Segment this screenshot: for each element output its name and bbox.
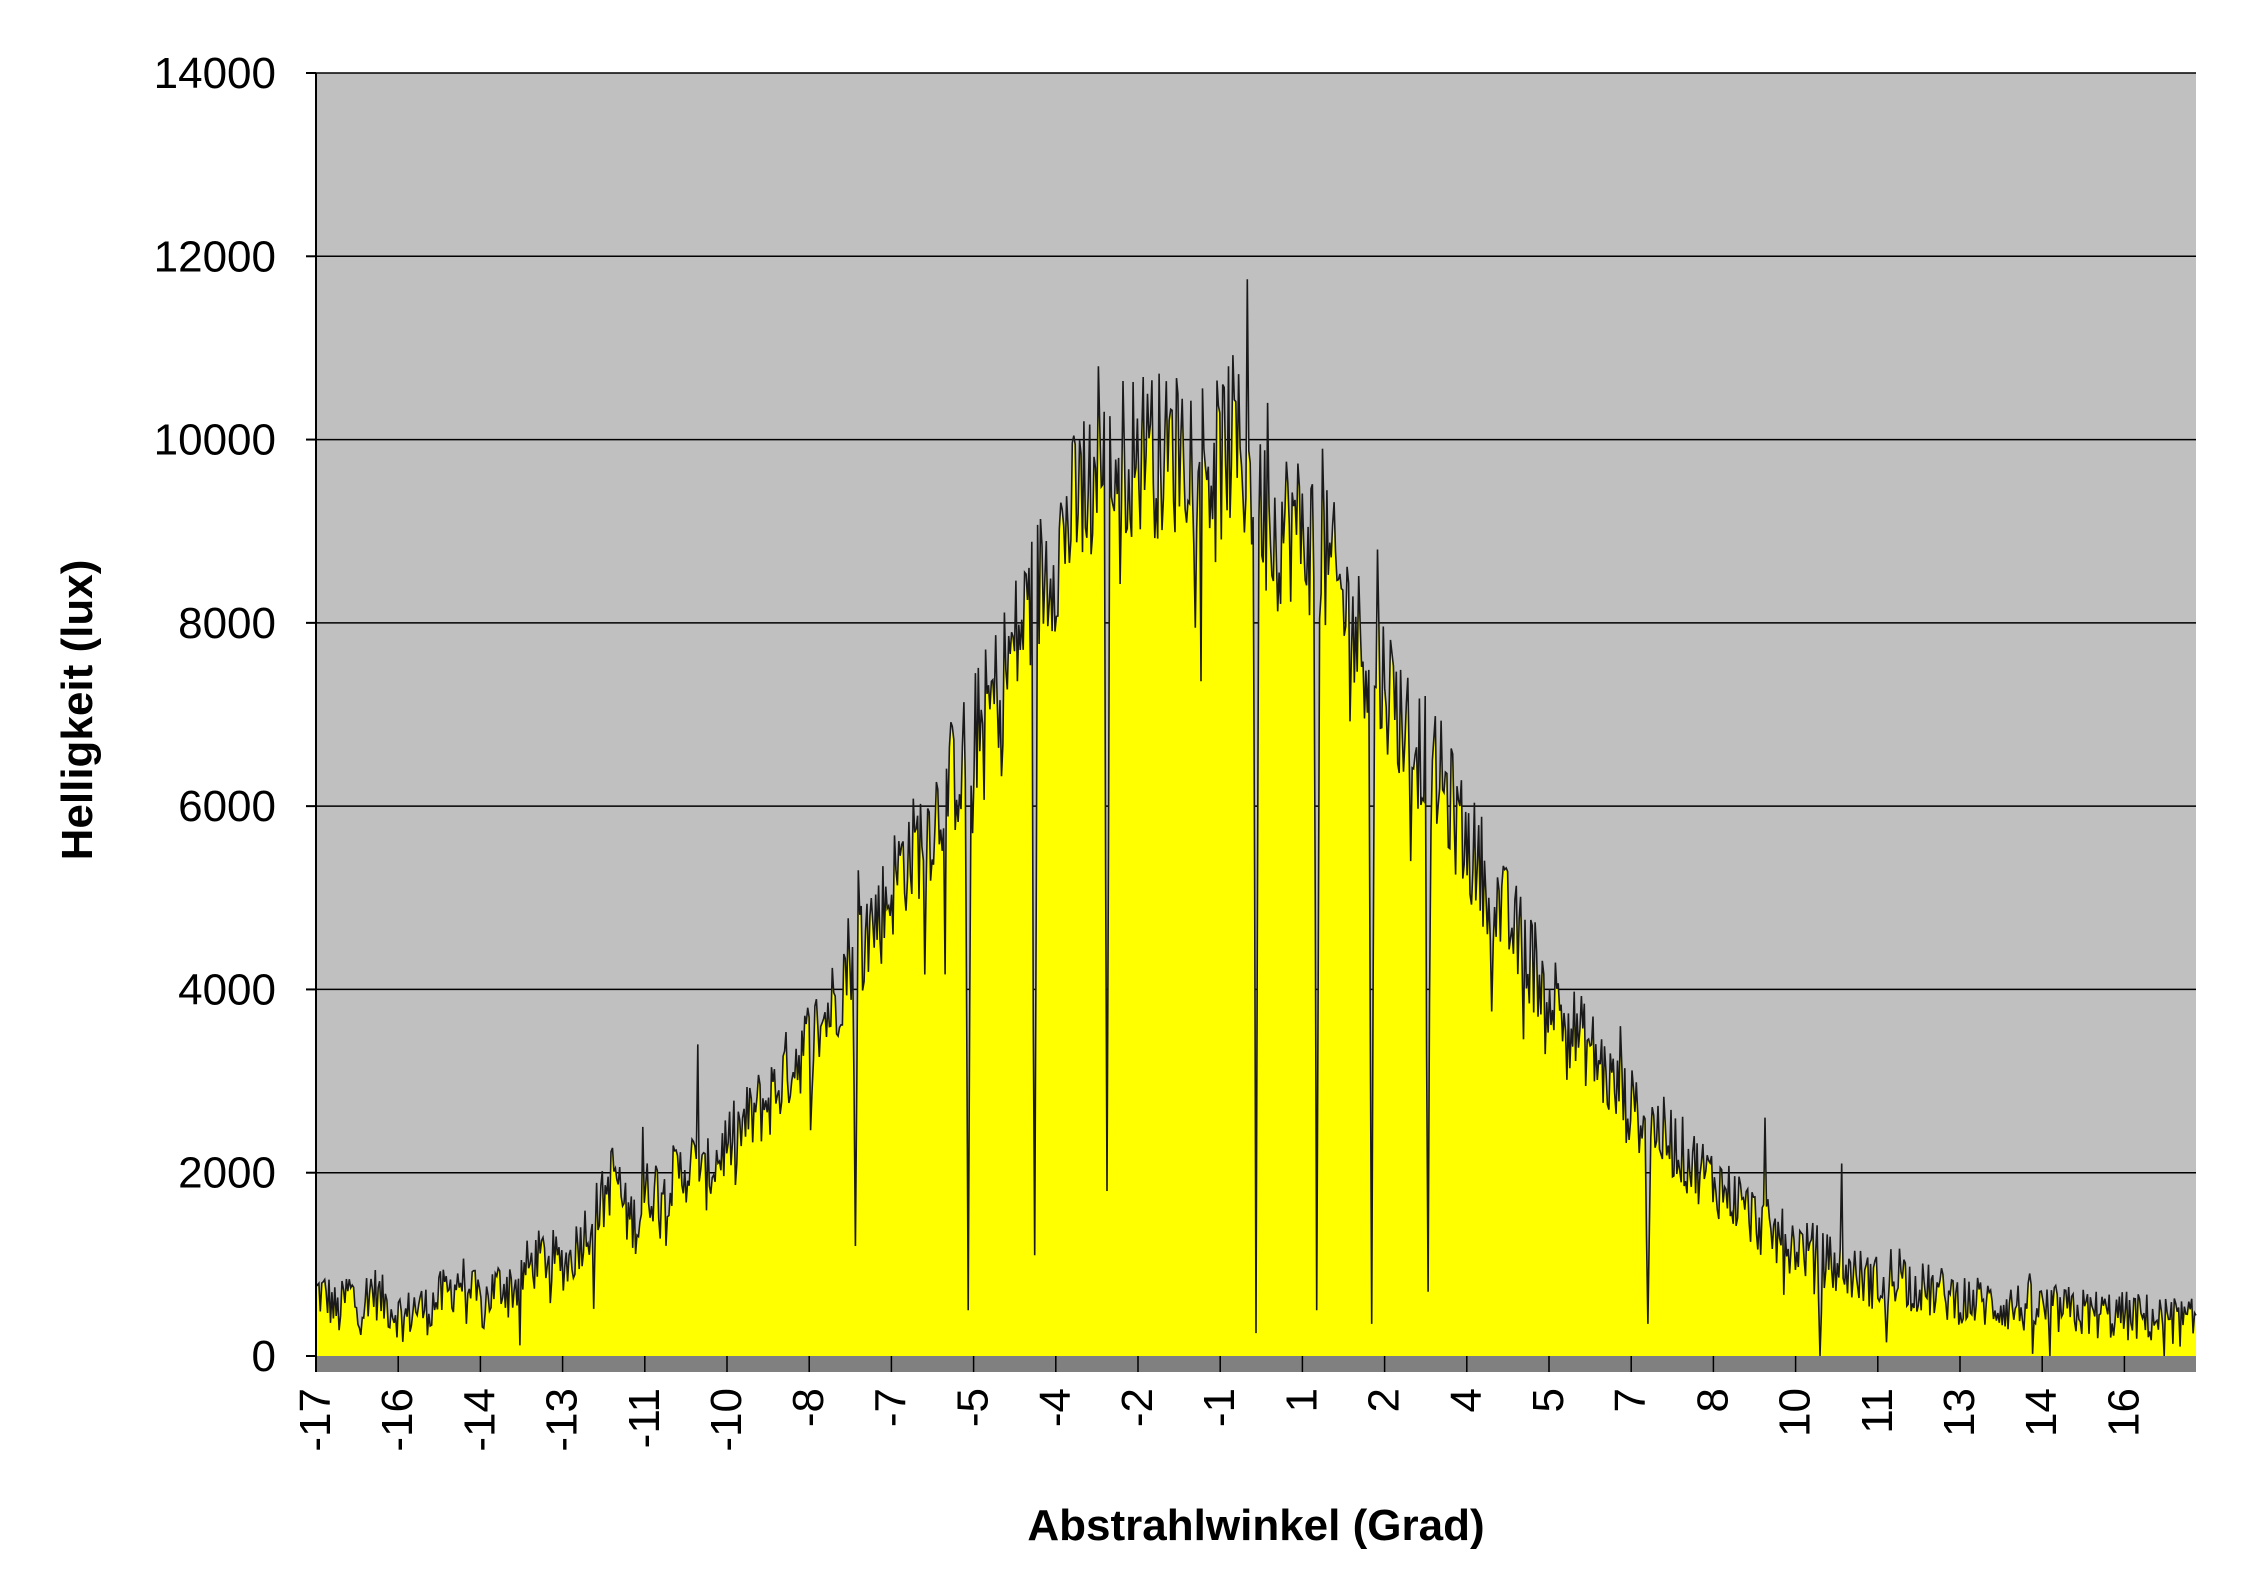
x-tick-label: 2 (1360, 1388, 1409, 1412)
x-axis-title: Abstrahlwinkel (Grad) (1027, 1501, 1484, 1550)
x-tick-label: -16 (373, 1388, 422, 1452)
brightness-area (316, 279, 2196, 1357)
x-tick-label: 11 (1853, 1388, 1902, 1434)
y-tick-label: 12000 (154, 232, 276, 281)
x-tick-label: -17 (291, 1388, 340, 1452)
y-tick-label: 2000 (178, 1149, 276, 1198)
y-tick-label: 0 (252, 1332, 276, 1381)
x-tick-label: -7 (866, 1388, 915, 1427)
y-tick-label: 6000 (178, 782, 276, 831)
x-tick-label: 10 (1771, 1388, 1820, 1437)
y-tick-label: 10000 (154, 416, 276, 465)
y-tick-label: 4000 (178, 965, 276, 1014)
x-tick-label: -5 (949, 1388, 998, 1427)
x-tick-label: 4 (1442, 1388, 1491, 1412)
plot-floor (316, 1356, 2196, 1372)
x-tick-label: -8 (784, 1388, 833, 1427)
x-tick-label: 5 (1524, 1388, 1573, 1412)
x-axis-ticks: -17 -16 -14 -13 -11 -10 -8 -7 -5 -4 -2 -1 1 2 4 5 7 8 10 11… (291, 1356, 2148, 1452)
x-tick-label: -10 (702, 1388, 751, 1452)
x-tick-label: -14 (455, 1388, 504, 1452)
gridlines (316, 72, 2196, 1174)
x-tick-label: -1 (1195, 1388, 1244, 1427)
x-tick-label: 1 (1277, 1388, 1326, 1412)
y-axis-ticks: 0 2000 4000 6000 8000 10000 12000 14000 (154, 49, 316, 1381)
brightness-line (315, 279, 2197, 1357)
x-tick-label: -2 (1113, 1388, 1162, 1427)
x-tick-label: 8 (1688, 1388, 1737, 1412)
x-tick-label: -4 (1031, 1388, 1080, 1427)
x-tick-label: 13 (1935, 1388, 1984, 1437)
y-tick-label: 14000 (154, 49, 276, 98)
x-tick-label: -13 (538, 1388, 587, 1452)
x-tick-label: 14 (2017, 1388, 2066, 1437)
y-tick-label: 8000 (178, 599, 276, 648)
y-axis-title: Helligkeit (lux) (53, 560, 102, 861)
x-tick-label: -11 (620, 1388, 669, 1448)
x-tick-label: 7 (1606, 1388, 1655, 1412)
x-tick-label: 16 (2099, 1388, 2148, 1437)
